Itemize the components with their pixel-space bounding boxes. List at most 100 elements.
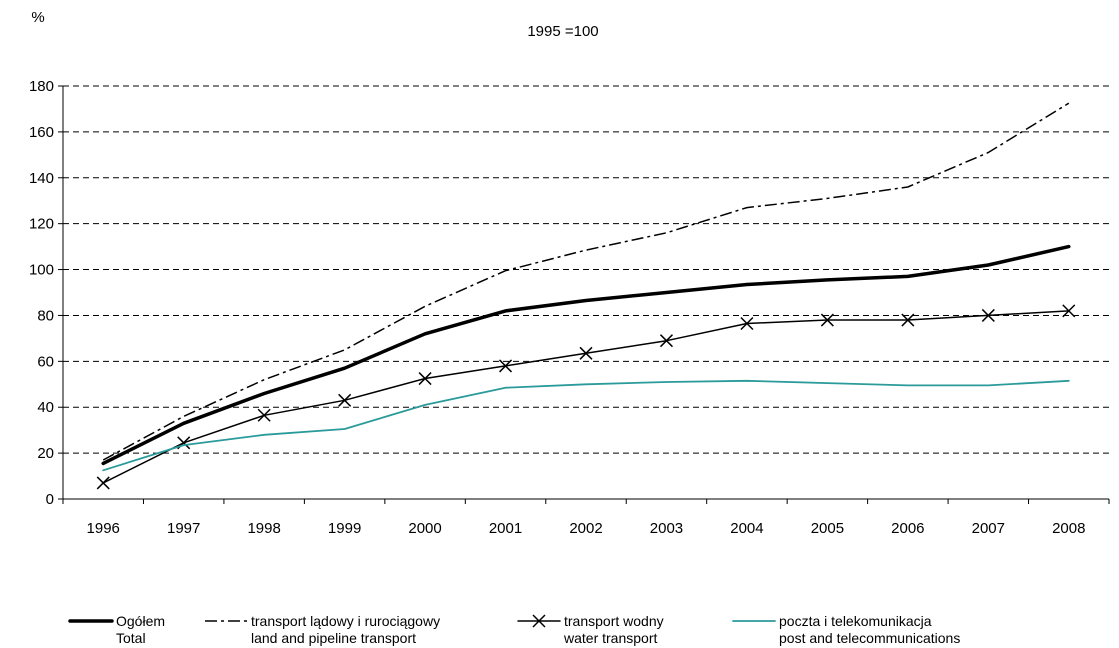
data-point <box>505 270 507 272</box>
data-point <box>987 264 989 266</box>
data-point <box>901 313 915 327</box>
legend-label-en: Total <box>116 630 146 646</box>
data-point <box>820 313 834 327</box>
data-point <box>499 359 513 373</box>
data-point <box>826 197 828 199</box>
data-point <box>987 384 989 386</box>
data-point <box>1068 102 1070 104</box>
x-tick-label: 2001 <box>489 520 522 537</box>
data-point <box>740 316 754 331</box>
y-tick-label: 60 <box>37 353 54 370</box>
x-axis-ticks: 1996 1997 1998 1999 2000 2001 2002 2003 2004 2005… <box>62 499 1110 537</box>
series-0 <box>101 244 1071 466</box>
data-point <box>746 207 748 209</box>
data-point <box>418 372 432 386</box>
y-axis-ticks: 0 20 40 60 80 100 120 140 160 180 <box>29 78 63 508</box>
x-tick-label: 1998 <box>247 520 280 537</box>
data-point <box>826 279 828 281</box>
x-tick-label: 2003 <box>650 520 683 537</box>
data-point <box>263 434 265 436</box>
data-point <box>907 384 909 386</box>
data-point <box>665 381 667 383</box>
data-point <box>344 367 346 369</box>
y-tick-label: 40 <box>37 399 54 416</box>
data-point <box>1062 304 1076 318</box>
x-tick-label: 2004 <box>730 520 763 537</box>
data-point <box>665 232 667 234</box>
y-tick-label: 20 <box>37 445 54 462</box>
axes <box>62 86 1109 500</box>
data-point <box>183 444 185 446</box>
y-tick-label: 100 <box>29 262 54 279</box>
y-tick-label: 120 <box>29 216 54 233</box>
series-lines <box>96 102 1076 490</box>
data-point <box>907 186 909 188</box>
data-point <box>987 152 989 154</box>
series-line-1 <box>102 102 1070 461</box>
x-tick-label: 2007 <box>972 520 1005 537</box>
series-line-0 <box>101 244 1071 466</box>
data-point <box>746 380 748 382</box>
data-point <box>424 305 426 307</box>
data-point <box>102 462 104 464</box>
x-tick-label: 2006 <box>891 520 924 537</box>
data-point <box>183 415 185 417</box>
data-point <box>585 249 587 251</box>
data-point <box>585 383 587 385</box>
legend-marker <box>532 614 546 628</box>
chart-subtitle: 1995 =100 <box>527 23 598 40</box>
y-tick-label: 80 <box>37 307 54 324</box>
x-tick-label: 2005 <box>811 520 844 537</box>
data-point <box>659 334 673 348</box>
data-point <box>102 459 104 461</box>
data-point <box>1068 246 1070 248</box>
data-point <box>585 300 587 302</box>
data-point <box>1068 380 1070 382</box>
data-point <box>907 275 909 277</box>
y-tick-label: 160 <box>29 124 54 141</box>
series-1 <box>102 102 1070 461</box>
data-point <box>826 382 828 384</box>
series-2 <box>96 304 1076 490</box>
data-point <box>338 393 352 407</box>
x-tick-label: 2002 <box>569 520 602 537</box>
legend-label: transport wodny <box>564 613 664 629</box>
x-tick-label: 2008 <box>1052 520 1085 537</box>
x-tick-label: 1999 <box>328 520 361 537</box>
data-point <box>579 346 593 360</box>
data-point <box>102 469 104 471</box>
y-tick-label: 0 <box>46 491 54 508</box>
gridlines <box>63 85 1109 454</box>
data-point <box>505 387 507 389</box>
data-point <box>263 392 265 394</box>
legend-label: transport lądowy i rurociągowy <box>251 613 440 629</box>
data-point <box>746 283 748 285</box>
x-tick-label: 2000 <box>408 520 441 537</box>
data-point <box>665 292 667 294</box>
data-point <box>96 476 110 490</box>
series-line-2 <box>102 310 1070 484</box>
data-point <box>981 308 995 322</box>
data-point <box>424 333 426 335</box>
y-tick-label: 140 <box>29 170 54 187</box>
legend-label-en: land and pipeline transport <box>251 630 416 646</box>
legend-label-en: water transport <box>563 630 657 646</box>
legend-label-en: post and telecommunications <box>779 630 960 646</box>
data-point <box>263 379 265 381</box>
legend-label: poczta i telekomunikacja <box>779 613 932 629</box>
legend-label: Ogółem <box>116 613 165 629</box>
data-point <box>424 404 426 406</box>
y-unit-label: % <box>31 9 44 26</box>
series-3 <box>102 379 1070 472</box>
x-tick-label: 1997 <box>167 520 200 537</box>
data-point <box>183 422 185 424</box>
series-line-3 <box>102 379 1070 472</box>
y-tick-label: 180 <box>29 78 54 95</box>
data-point <box>344 428 346 430</box>
